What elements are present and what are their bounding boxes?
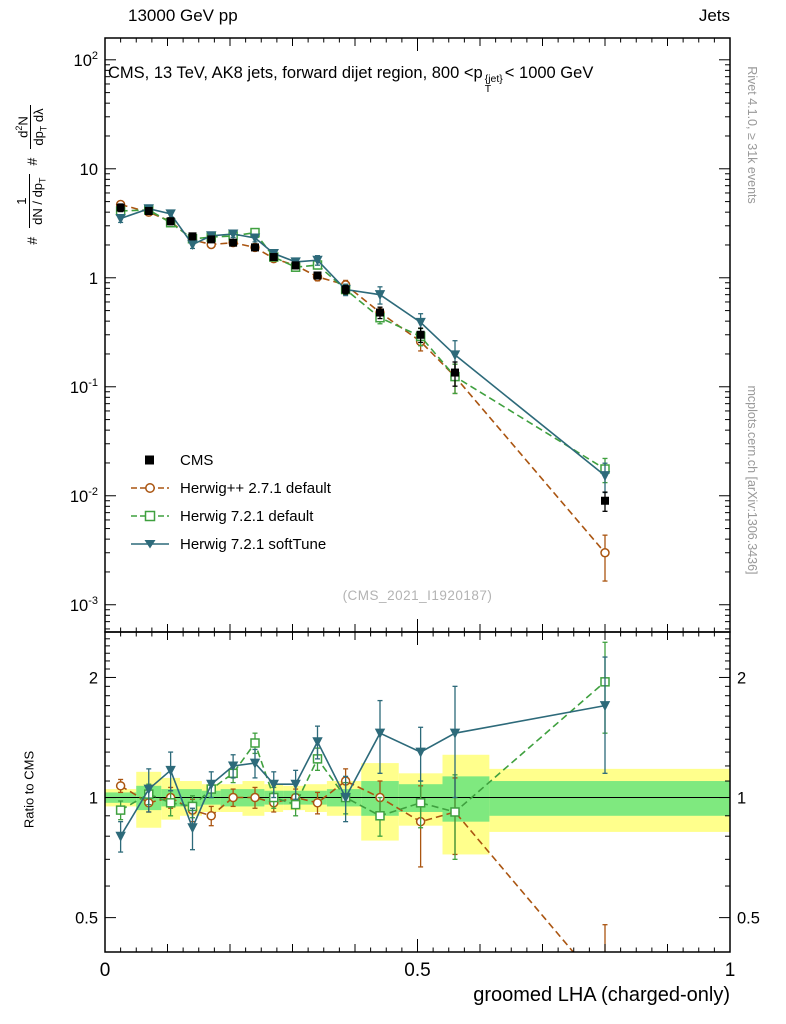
main-series-herwig-7-2-1-default — [115, 205, 610, 484]
axis-tick-labels: 102 10 1 10-1 10-2 10-3 0.5 0.5 1 1 2 2 0 0.5 1 — [70, 50, 760, 981]
svg-text:10: 10 — [80, 161, 98, 179]
svg-text:2: 2 — [89, 669, 98, 687]
ylabel-fraction-1: 1 dN / dpT — [13, 174, 51, 228]
legend-label-cms: CMS — [180, 451, 214, 469]
rivet-version-label: Rivet 4.1.0, ≥ 31k events — [745, 66, 759, 204]
ylabel-fraction-2: d2N dpT dλ — [12, 105, 52, 149]
svg-text:10-1: 10-1 — [70, 377, 98, 397]
legend-marker-herwig7-default — [130, 509, 170, 523]
plot-title: CMS, 13 TeV, AK8 jets, forward dijet reg… — [108, 64, 593, 94]
legend-item-cms: CMS — [130, 446, 331, 474]
svg-text:0.5: 0.5 — [404, 960, 430, 981]
legend-marker-herwigpp-default — [130, 481, 170, 495]
plot-title-pt-stack: {jet} T — [484, 73, 503, 95]
legend-item-herwig7-default: Herwig 7.2.1 default — [130, 502, 331, 530]
main-series-cms — [116, 203, 609, 512]
legend-marker-cms — [130, 453, 170, 467]
svg-text:102: 102 — [74, 50, 98, 70]
ylabel-frac2-denominator: dpT dλ — [31, 108, 49, 146]
legend-marker-herwig7-softtune — [130, 537, 170, 551]
ylabel-frac1-denominator: dN / dpT — [29, 177, 48, 225]
plot-title-prefix: CMS, 13 TeV, AK8 jets, forward dijet reg… — [108, 64, 483, 82]
svg-text:1: 1 — [89, 790, 98, 808]
ylabel-hash-1: # — [24, 236, 40, 245]
svg-text:0.5: 0.5 — [737, 910, 760, 928]
ratio-y-axis-label: Ratio to CMS — [21, 750, 37, 829]
mcplots-arxiv-label: mcplots.cern.ch [arXiv:1306.3436] — [745, 385, 759, 575]
legend-label-herwigpp-default: Herwig++ 2.7.1 default — [180, 479, 331, 497]
ylabel-frac2-numerator: d2N — [12, 105, 32, 149]
svg-text:1: 1 — [89, 270, 98, 288]
ylabel-hash-2: # — [24, 157, 40, 166]
plot-title-suffix: < 1000 GeV — [504, 64, 594, 82]
legend-label-herwig7-default: Herwig 7.2.1 default — [180, 507, 314, 525]
svg-text:10-3: 10-3 — [70, 595, 98, 615]
ratio-panel-frame — [104, 631, 731, 953]
ratio-series-herwig-7-2-1-softtune — [115, 656, 611, 853]
x-axis-title: groomed LHA (charged-only) — [473, 984, 730, 1006]
ylabel-frac1-numerator: 1 — [13, 174, 30, 228]
svg-text:1: 1 — [737, 790, 746, 808]
legend-label-herwig7-softtune: Herwig 7.2.1 softTune — [180, 535, 327, 553]
plot-title-subscript: T — [484, 82, 492, 95]
svg-text:0.5: 0.5 — [75, 910, 98, 928]
svg-text:0: 0 — [100, 960, 111, 981]
svg-text:2: 2 — [737, 669, 746, 687]
analysis-group-label: Jets — [698, 6, 730, 25]
svg-text:10-2: 10-2 — [70, 486, 98, 506]
legend-item-herwigpp-default: Herwig++ 2.7.1 default — [130, 474, 331, 502]
legend: CMS Herwig++ 2.7.1 default Herwig 7.2.1 … — [130, 446, 331, 558]
legend-item-herwig7-softtune: Herwig 7.2.1 softTune — [130, 530, 331, 558]
plot-title-superscript: {jet} — [484, 73, 503, 85]
analysis-id-watermark: (CMS_2021_I1920187) — [342, 588, 493, 603]
beam-energy-label: 13000 GeV pp — [128, 6, 238, 25]
main-y-axis-label: # 1 dN / dpT # d2N dpT dλ — [4, 35, 60, 315]
svg-text:1: 1 — [725, 960, 736, 981]
